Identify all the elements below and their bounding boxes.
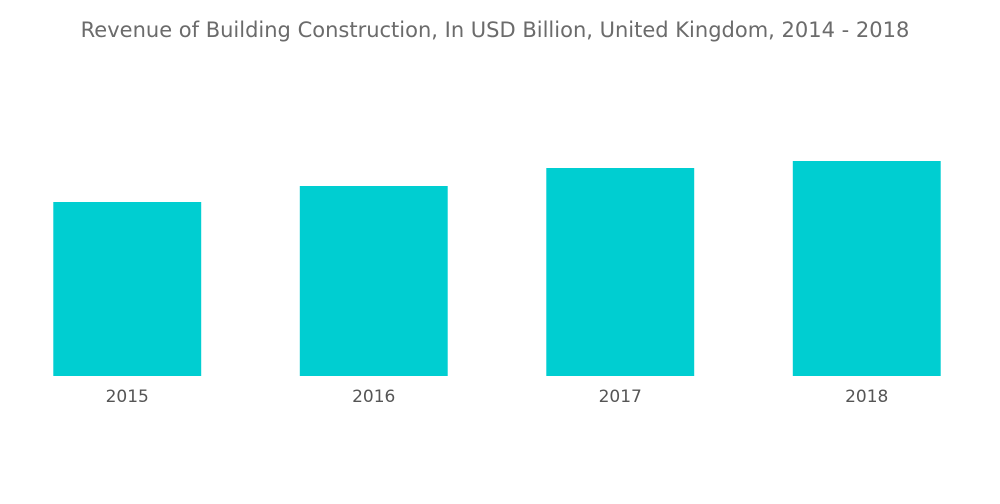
- bar: [792, 161, 941, 376]
- x-tick-label: 2015: [106, 387, 149, 407]
- x-tick-label: 2016: [352, 387, 395, 407]
- chart-title: Revenue of Building Construction, In USD…: [81, 18, 910, 42]
- bar: [546, 168, 695, 376]
- bar: [299, 186, 448, 376]
- bar: [53, 202, 202, 376]
- x-tick-label: 2017: [599, 387, 642, 407]
- x-tick-label: 2018: [845, 387, 888, 407]
